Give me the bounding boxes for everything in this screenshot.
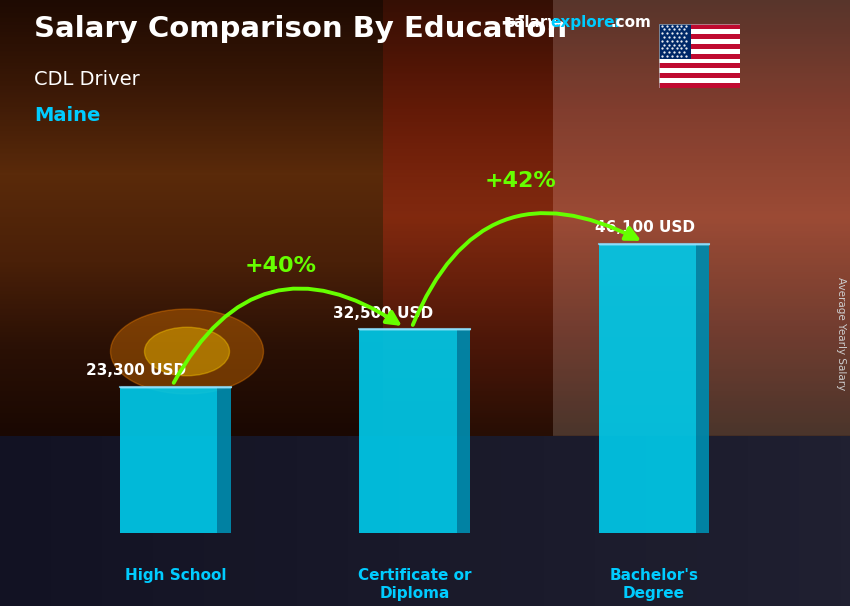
Bar [659,34,740,39]
Bar [659,24,691,59]
Text: 32,500 USD: 32,500 USD [333,305,434,321]
Text: 46,100 USD: 46,100 USD [595,220,695,235]
Ellipse shape [144,327,230,376]
Text: Salary Comparison By Education: Salary Comparison By Education [34,15,567,43]
Bar [659,68,740,73]
Bar [456,329,470,533]
Bar [120,387,218,533]
Text: Average Yearly Salary: Average Yearly Salary [836,277,846,390]
Bar [659,48,740,53]
Bar [696,244,710,533]
Bar [659,73,740,78]
Bar [659,53,740,59]
Text: Certificate or
Diploma: Certificate or Diploma [358,568,472,601]
Text: salary: salary [506,15,558,30]
Text: 23,300 USD: 23,300 USD [87,363,186,378]
Bar [598,244,696,533]
Bar [659,59,740,64]
Bar [659,64,740,68]
Bar [360,329,456,533]
Bar [659,83,740,88]
Bar [659,24,740,29]
Bar [659,78,740,83]
Bar [659,29,740,34]
Bar [659,44,740,48]
Text: explorer: explorer [551,15,623,30]
Bar [659,39,740,44]
Bar [218,387,230,533]
Text: +42%: +42% [484,171,556,191]
Text: Bachelor's
Degree: Bachelor's Degree [609,568,699,601]
Ellipse shape [110,309,264,394]
Text: .com: .com [610,15,651,30]
Text: CDL Driver: CDL Driver [34,70,139,88]
Text: High School: High School [125,568,226,584]
Text: +40%: +40% [245,256,317,276]
Text: Maine: Maine [34,106,100,125]
